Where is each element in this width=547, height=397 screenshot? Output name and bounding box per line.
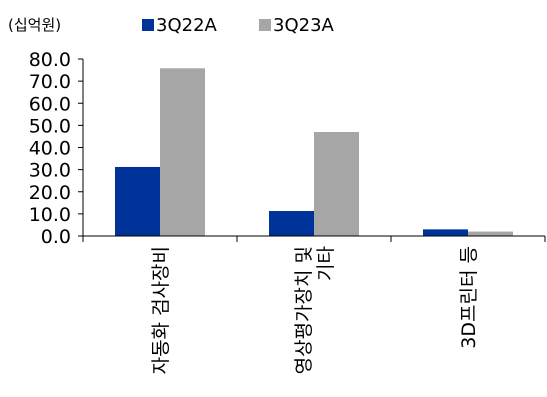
x-category-label: 자동화 검사장비 bbox=[150, 246, 172, 374]
bar-3q23a-0 bbox=[160, 68, 205, 236]
x-axis: 자동화 검사장비 영상평가장치 및기타 3D프린터 등 bbox=[82, 235, 546, 374]
unit-label: (십억원) bbox=[8, 16, 61, 34]
y-tick-label: 30.0 bbox=[29, 160, 71, 182]
x-category-label-line: 영상평가장치 및 bbox=[293, 246, 315, 374]
legend-swatch-3q22a bbox=[142, 19, 154, 31]
bar-3q22a-2 bbox=[423, 229, 468, 236]
legend-label-3q22a: 3Q22A bbox=[156, 15, 218, 36]
bars bbox=[115, 68, 513, 236]
y-tick-label: 60.0 bbox=[29, 93, 71, 115]
y-tick-label: 0.0 bbox=[41, 226, 71, 248]
x-category-label: 영상평가장치 및기타 bbox=[293, 246, 337, 374]
legend-label-3q23a: 3Q23A bbox=[273, 15, 335, 36]
x-category-label: 3D프린터 등 bbox=[458, 246, 480, 349]
y-tick-label: 80.0 bbox=[29, 49, 71, 71]
y-tick-label: 50.0 bbox=[29, 115, 71, 137]
bar-3q22a-0 bbox=[115, 166, 160, 236]
x-category-label-line: 자동화 검사장비 bbox=[150, 246, 172, 374]
y-tick-label: 70.0 bbox=[29, 71, 71, 93]
bar-3q22a-1 bbox=[269, 210, 314, 236]
x-category-label-line: 기타 bbox=[315, 246, 337, 281]
y-tick-label: 10.0 bbox=[29, 204, 71, 226]
y-tick-label: 40.0 bbox=[29, 138, 71, 160]
legend-swatch-3q23a bbox=[259, 19, 271, 31]
x-category-label-line: 3D프린터 등 bbox=[458, 246, 480, 349]
y-tick-label: 20.0 bbox=[29, 182, 71, 204]
bar-3q23a-1 bbox=[314, 132, 359, 236]
bar-3q23a-2 bbox=[468, 231, 513, 236]
legend: 3Q22A 3Q23A bbox=[142, 15, 335, 36]
y-axis: 0.010.020.030.040.050.060.070.080.0 bbox=[29, 49, 84, 248]
